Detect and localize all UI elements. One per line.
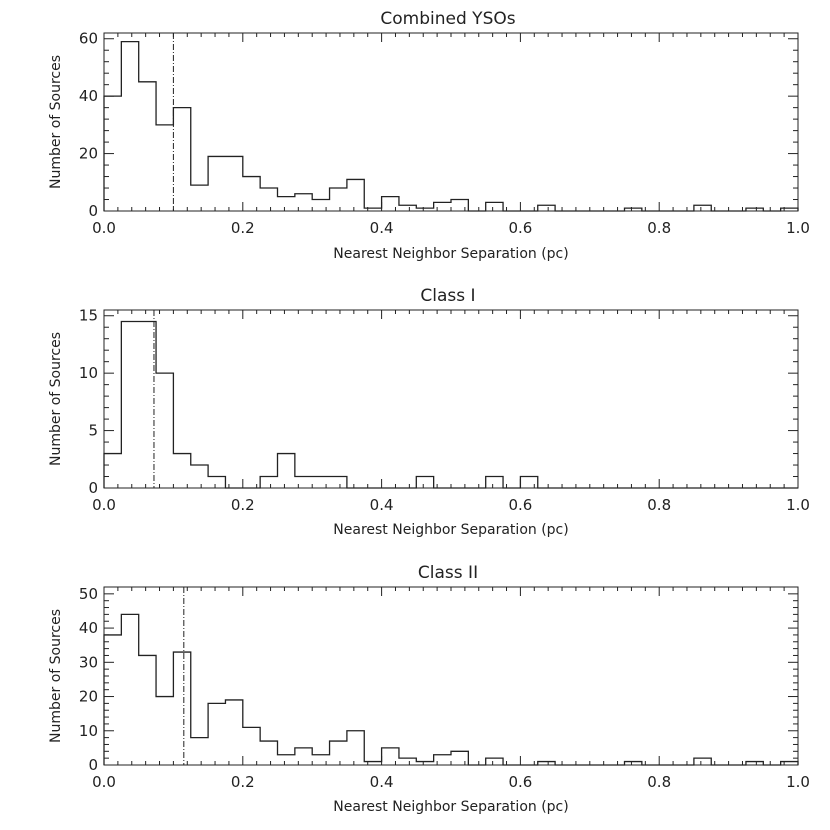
x-tick-label: 0.2 <box>231 773 255 791</box>
y-tick-label: 10 <box>79 364 98 382</box>
x-tick-label: 0.8 <box>647 773 671 791</box>
x-tick-label: 0.6 <box>508 773 532 791</box>
histogram-series <box>103 613 799 766</box>
y-tick-label: 0 <box>88 479 98 497</box>
x-tick-label: 0.6 <box>508 219 532 237</box>
y-tick-label: 40 <box>79 619 98 637</box>
histogram-series <box>103 320 798 489</box>
plot-area: 0.0 0.2 0.4 0.6 0.8 1.0 0 10 20 30 40 50 <box>79 585 810 791</box>
axis-frame <box>103 32 799 212</box>
y-tick-label: 0 <box>88 202 98 220</box>
y-tick-label: 5 <box>88 422 98 440</box>
panel-combined-ysos: Combined YSOs 0.0 0.2 0.4 0.6 0.8 1.00204060 … <box>48 9 810 262</box>
plot-area: 0.0 0.2 0.4 0.6 0.8 1.0 0 20 40 60 <box>79 30 810 237</box>
x-tick-label: 0.2 <box>231 219 255 237</box>
axis-frame <box>103 309 799 489</box>
x-tick-label: 0.0 <box>92 773 116 791</box>
panel-class-ii: Class II 0.0 0.2 0.4 0.6 0.8 1.0 0 10 20 30 40 50 N… <box>48 563 810 815</box>
x-tick-label: 0.0 <box>92 496 116 514</box>
panel-class-i: Class I 0.0 0.2 0.4 0.6 0.8 1.0 0 5 10 15 Number … <box>48 286 810 538</box>
x-tick-label: 0.4 <box>370 496 394 514</box>
y-axis-label: Number of Sources <box>48 55 64 189</box>
axis-frame <box>103 586 799 766</box>
y-tick-label: 20 <box>79 145 98 163</box>
y-tick-label: 10 <box>79 722 98 740</box>
x-tick-label: 0.4 <box>370 773 394 791</box>
x-axis-label: Nearest Neighbor Separation (pc) <box>333 799 568 815</box>
y-tick-label: 15 <box>79 307 98 325</box>
x-tick-label: 0.6 <box>508 496 532 514</box>
y-tick-label: 60 <box>79 30 98 48</box>
x-tick-label: 1.0 <box>786 219 810 237</box>
y-tick-label: 40 <box>79 87 98 105</box>
x-tick-label: 0.8 <box>647 219 671 237</box>
x-tick-label: 1.0 <box>786 773 810 791</box>
x-tick-label: 0.0 <box>92 219 116 237</box>
x-tick-label: 1.0 <box>786 496 810 514</box>
y-axis-label: Number of Sources <box>48 609 64 743</box>
x-tick-label: 0.2 <box>231 496 255 514</box>
y-axis-label: Number of Sources <box>48 332 64 466</box>
x-tick-label: 0.4 <box>370 219 394 237</box>
x-tick-label: 0.8 <box>647 496 671 514</box>
y-tick-label: 50 <box>79 585 98 603</box>
panel-title: Combined YSOs <box>380 9 515 29</box>
x-axis-label: Nearest Neighbor Separation (pc) <box>333 522 568 538</box>
y-tick-label: 20 <box>79 688 98 706</box>
plot-area: 0.0 0.2 0.4 0.6 0.8 1.0 0 5 10 15 <box>79 307 810 514</box>
x-axis-label: Nearest Neighbor Separation (pc) <box>333 246 568 262</box>
y-tick-label: 30 <box>79 653 98 671</box>
y-tick-label: 0 <box>88 756 98 774</box>
histogram-series <box>103 40 799 212</box>
panel-title: Class I <box>420 286 475 306</box>
panel-title: Class II <box>418 563 478 583</box>
